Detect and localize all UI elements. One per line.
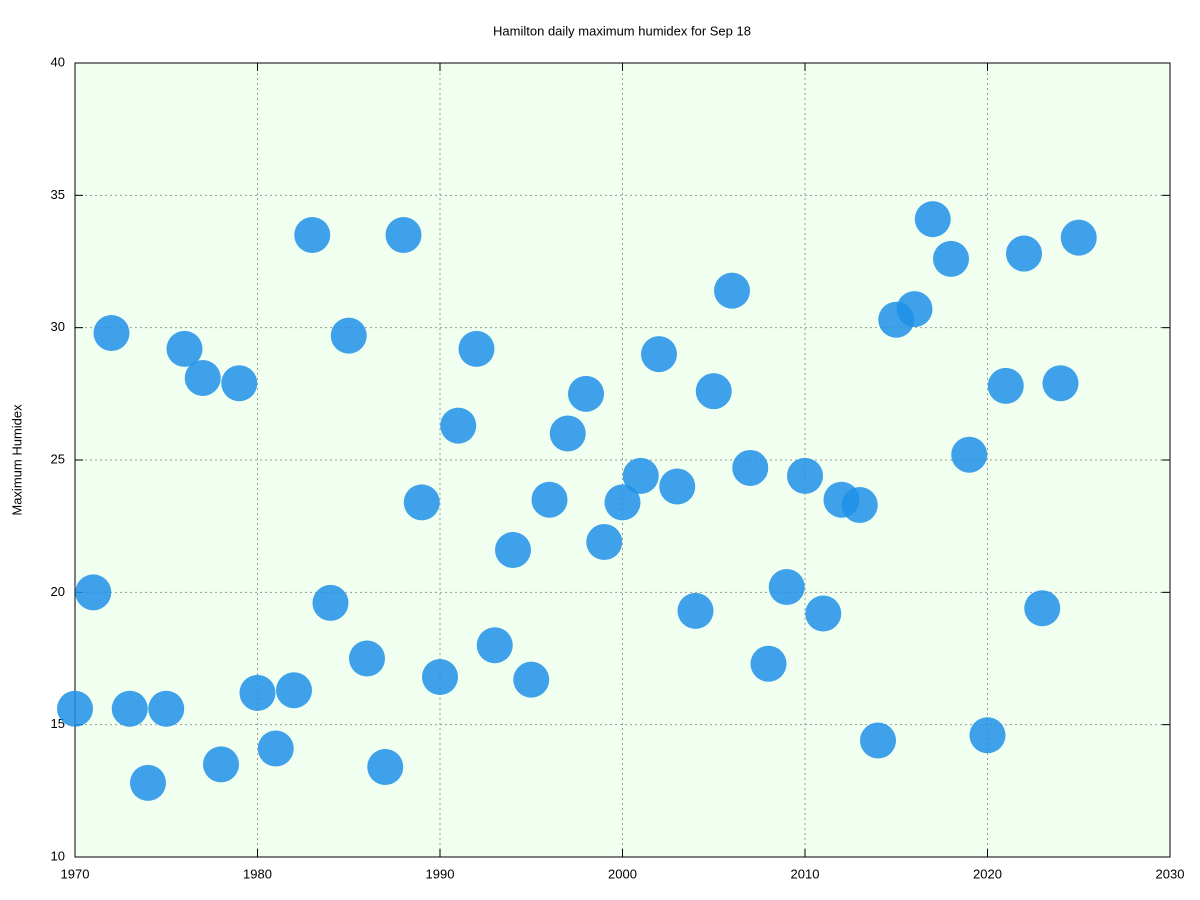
point xyxy=(166,330,203,367)
point xyxy=(440,407,477,444)
point xyxy=(184,359,221,396)
point xyxy=(513,661,550,698)
x-tick-label: 2000 xyxy=(608,866,637,881)
point xyxy=(987,367,1024,404)
point xyxy=(641,336,677,373)
point xyxy=(57,690,93,727)
point xyxy=(1042,365,1079,402)
point xyxy=(221,365,258,402)
x-tick-label: 2010 xyxy=(791,866,820,881)
point xyxy=(677,592,714,629)
point xyxy=(1006,235,1042,272)
y-axis-label: Maximum Humidex xyxy=(9,404,24,516)
point xyxy=(1024,590,1061,627)
point xyxy=(294,217,331,254)
point xyxy=(750,645,787,682)
point xyxy=(860,722,896,759)
point xyxy=(933,240,969,277)
point xyxy=(93,314,130,351)
point xyxy=(403,484,440,521)
chart-title: Hamilton daily maximum humidex for Sep 1… xyxy=(493,23,751,38)
point xyxy=(495,531,531,568)
x-tick-label: 1990 xyxy=(426,866,455,881)
point xyxy=(349,640,385,677)
point xyxy=(1060,219,1097,256)
point xyxy=(476,627,513,664)
y-tick-label: 35 xyxy=(51,187,65,202)
x-tick-label: 2020 xyxy=(973,866,1002,881)
y-tick-label: 20 xyxy=(51,584,65,599)
point xyxy=(312,584,349,621)
point xyxy=(130,764,166,801)
x-tick-label: 2030 xyxy=(1156,866,1185,881)
x-tick-label: 1970 xyxy=(61,866,90,881)
plot-border xyxy=(74,62,1171,858)
point xyxy=(568,375,604,412)
point xyxy=(203,746,239,783)
point xyxy=(531,481,568,518)
point xyxy=(604,484,641,521)
point xyxy=(549,415,586,452)
x-tick-label: 1980 xyxy=(243,866,272,881)
point xyxy=(695,373,732,410)
point xyxy=(367,749,404,786)
point xyxy=(732,449,769,486)
point xyxy=(586,524,623,561)
point xyxy=(914,201,951,238)
point xyxy=(951,436,988,473)
point xyxy=(422,659,458,696)
point xyxy=(276,672,312,709)
point xyxy=(111,690,148,727)
point xyxy=(148,690,185,727)
point xyxy=(622,457,659,494)
point xyxy=(239,674,276,711)
point xyxy=(896,291,933,328)
point xyxy=(458,330,495,367)
point xyxy=(714,272,750,309)
point xyxy=(787,457,823,494)
y-tick-label: 25 xyxy=(51,451,65,466)
point xyxy=(659,468,696,505)
point xyxy=(330,317,367,354)
point xyxy=(969,717,1006,754)
y-tick-label: 30 xyxy=(51,319,65,334)
point xyxy=(257,730,294,767)
point xyxy=(805,595,842,632)
point xyxy=(75,574,112,611)
point xyxy=(768,569,805,606)
y-tick-label: 40 xyxy=(51,54,65,69)
y-tick-label: 10 xyxy=(51,848,65,863)
point xyxy=(841,486,878,523)
point xyxy=(385,217,422,254)
